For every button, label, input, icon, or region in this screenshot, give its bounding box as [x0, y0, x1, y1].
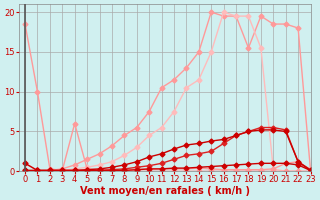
- X-axis label: Vent moyen/en rafales ( km/h ): Vent moyen/en rafales ( km/h ): [80, 186, 250, 196]
